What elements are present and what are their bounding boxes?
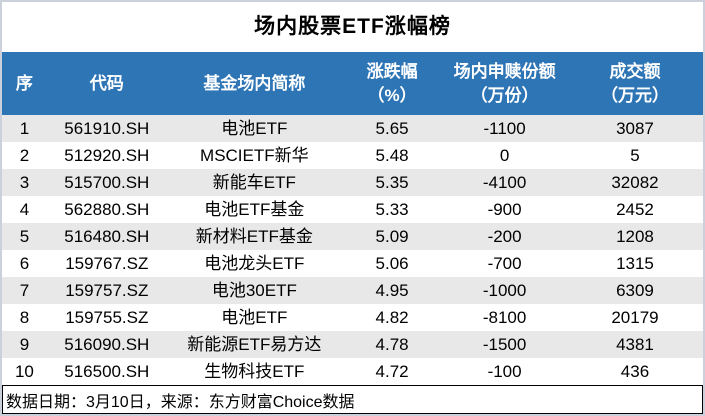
cell-name: 新能车ETF: [212, 173, 296, 192]
cell-code: 516090.SH: [64, 335, 150, 354]
cell-change: 5.09: [375, 227, 409, 246]
table-row: 3 515700.SH 新能车ETF 5.35 -4100 32082: [2, 169, 703, 196]
column-header-shares: 场内申赎份额 （万份）: [442, 52, 567, 115]
cell-shares: -900: [487, 200, 522, 219]
cell-rank: 4: [19, 200, 30, 219]
data-source-text: 数据日期：3月10日，来源：东方财富Choice数据: [6, 393, 355, 411]
cell-turnover: 32082: [611, 173, 659, 192]
cell-change: 5.48: [375, 146, 409, 165]
cell-shares: -1000: [482, 281, 527, 300]
cell-name: 电池ETF: [221, 119, 288, 138]
cell-change: 4.82: [375, 308, 409, 327]
cell-change: 4.78: [375, 335, 409, 354]
cell-change: 5.35: [375, 173, 409, 192]
cell-code: 562880.SH: [64, 200, 150, 219]
table-row: 10 516500.SH 生物科技ETF 4.72 -100 436: [2, 358, 703, 385]
table-row: 5 516480.SH 新材料ETF基金 5.09 -200 1208: [2, 223, 703, 250]
cell-shares: -8100: [482, 308, 527, 327]
cell-name: 电池龙头ETF: [204, 254, 305, 273]
page-title: 场内股票ETF涨幅榜: [254, 15, 451, 38]
cell-shares: 0: [499, 146, 510, 165]
etf-table: 序代码 基金场内简称 涨跌幅 （%） 场内申赎份额 （万份） 成交额 （万元） 1 5619…: [2, 52, 703, 385]
cell-code: 159767.SZ: [65, 254, 149, 273]
cell-code: 516480.SH: [64, 227, 150, 246]
header-row: 序代码 基金场内简称 涨跌幅 （%） 场内申赎份额 （万份） 成交额 （万元）: [2, 52, 703, 115]
cell-rank: 7: [19, 281, 30, 300]
table-row: 2 512920.SH MSCIETF新华 5.48 0 5: [2, 142, 703, 169]
cell-name: MSCIETF新华: [200, 146, 309, 165]
cell-rank: 10: [14, 362, 34, 381]
cell-rank: 8: [19, 308, 30, 327]
column-header-turnover: 成交额 （万元）: [566, 52, 703, 115]
cell-turnover: 3087: [616, 119, 654, 138]
table-row: 9 516090.SH 新能源ETF易方达 4.78 -1500 4381: [2, 331, 703, 358]
table-row: 4 562880.SH 电池ETF基金 5.33 -900 2452: [2, 196, 703, 223]
data-source-note: 数据日期：3月10日，来源：东方财富Choice数据: [2, 385, 703, 414]
cell-name: 电池ETF基金: [204, 200, 305, 219]
cell-code: 512920.SH: [64, 146, 150, 165]
column-header-rank: 序: [2, 52, 47, 115]
cell-turnover: 20179: [611, 308, 659, 327]
column-header-name: 基金场内简称: [166, 52, 342, 115]
table-row: 8 159755.SZ 电池ETF 4.82 -8100 20179: [2, 304, 703, 331]
cell-shares: -1100: [483, 119, 526, 138]
cell-code: 159757.SZ: [65, 281, 149, 300]
cell-name: 新能源ETF易方达: [187, 335, 322, 354]
cell-rank: 6: [19, 254, 30, 273]
cell-name: 电池ETF: [221, 308, 288, 327]
cell-code: 159755.SZ: [65, 308, 149, 327]
cell-shares: -200: [487, 227, 522, 246]
cell-change: 5.65: [375, 119, 409, 138]
column-header-code: 代码: [46, 52, 167, 115]
cell-turnover: 6309: [616, 281, 654, 300]
cell-code: 515700.SH: [64, 173, 150, 192]
cell-rank: 5: [19, 227, 30, 246]
cell-change: 4.72: [375, 362, 409, 381]
cell-shares: -700: [487, 254, 522, 273]
column-header-change: 涨跌幅 （%）: [341, 52, 443, 115]
cell-shares: -4100: [482, 173, 527, 192]
cell-turnover: 1315: [616, 254, 654, 273]
cell-turnover: 2452: [616, 200, 654, 219]
cell-turnover: 5: [630, 146, 640, 165]
cell-rank: 9: [19, 335, 30, 354]
cell-shares: -100: [487, 362, 522, 381]
cell-change: 5.06: [375, 254, 409, 273]
cell-change: 4.95: [375, 281, 409, 300]
cell-turnover: 1208: [616, 227, 654, 246]
table-row: 7 159757.SZ 电池30ETF 4.95 -1000 6309: [2, 277, 703, 304]
cell-name: 新材料ETF基金: [195, 227, 313, 246]
cell-rank: 3: [19, 173, 30, 192]
cell-shares: -1500: [482, 335, 527, 354]
table-row: 6 159767.SZ 电池龙头ETF 5.06 -700 1315: [2, 250, 703, 277]
cell-name: 电池30ETF: [211, 281, 297, 300]
cell-change: 5.33: [375, 200, 409, 219]
cell-turnover: 4381: [616, 335, 654, 354]
cell-rank: 1: [19, 119, 30, 138]
cell-code: 561910.SH: [64, 119, 150, 138]
cell-rank: 2: [19, 146, 30, 165]
table-row: 1 561910.SH 电池ETF 5.65 -1100 3087: [2, 115, 703, 142]
cell-name: 生物科技ETF: [204, 362, 305, 381]
cell-turnover: 436: [620, 362, 650, 381]
cell-code: 516500.SH: [64, 362, 150, 381]
